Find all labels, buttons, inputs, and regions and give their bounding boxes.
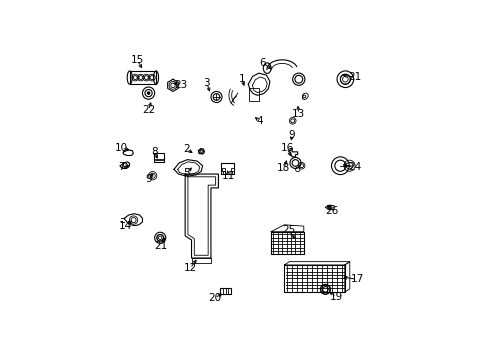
Text: 9: 9 bbox=[289, 130, 295, 140]
Text: 4: 4 bbox=[256, 116, 263, 126]
Text: 5: 5 bbox=[183, 168, 190, 179]
Bar bbox=[220, 288, 231, 294]
Text: 26: 26 bbox=[325, 206, 339, 216]
Bar bbox=[192, 258, 211, 263]
Text: 12: 12 bbox=[184, 263, 197, 273]
Text: 24: 24 bbox=[348, 162, 362, 172]
Text: 13: 13 bbox=[292, 109, 305, 119]
Text: 20: 20 bbox=[208, 293, 221, 303]
Bar bbox=[222, 168, 225, 171]
Bar bbox=[271, 232, 304, 255]
Text: 21: 21 bbox=[154, 240, 168, 251]
Text: 3: 3 bbox=[203, 78, 210, 89]
Bar bbox=[220, 163, 235, 174]
Text: 6: 6 bbox=[259, 58, 266, 68]
Bar bbox=[284, 265, 345, 292]
Text: 18: 18 bbox=[277, 163, 291, 173]
Text: 14: 14 bbox=[119, 221, 132, 231]
Circle shape bbox=[147, 92, 149, 94]
Text: 7: 7 bbox=[118, 162, 125, 172]
Text: 15: 15 bbox=[131, 55, 144, 66]
Text: 19: 19 bbox=[330, 292, 343, 302]
Text: 25: 25 bbox=[282, 225, 295, 235]
Text: 1: 1 bbox=[239, 74, 245, 84]
Text: 2: 2 bbox=[183, 144, 190, 154]
Text: 17: 17 bbox=[350, 274, 364, 284]
Bar bbox=[231, 168, 234, 171]
Text: 8: 8 bbox=[151, 147, 158, 157]
Bar bbox=[249, 88, 259, 102]
Text: 11: 11 bbox=[222, 171, 235, 181]
Text: 23: 23 bbox=[174, 80, 188, 90]
Bar bbox=[130, 71, 156, 84]
Text: 16: 16 bbox=[281, 143, 294, 153]
Text: 9: 9 bbox=[145, 174, 152, 184]
Text: 10: 10 bbox=[115, 143, 128, 153]
Text: 22: 22 bbox=[142, 105, 155, 115]
Text: 21: 21 bbox=[348, 72, 362, 82]
Bar bbox=[153, 153, 164, 162]
